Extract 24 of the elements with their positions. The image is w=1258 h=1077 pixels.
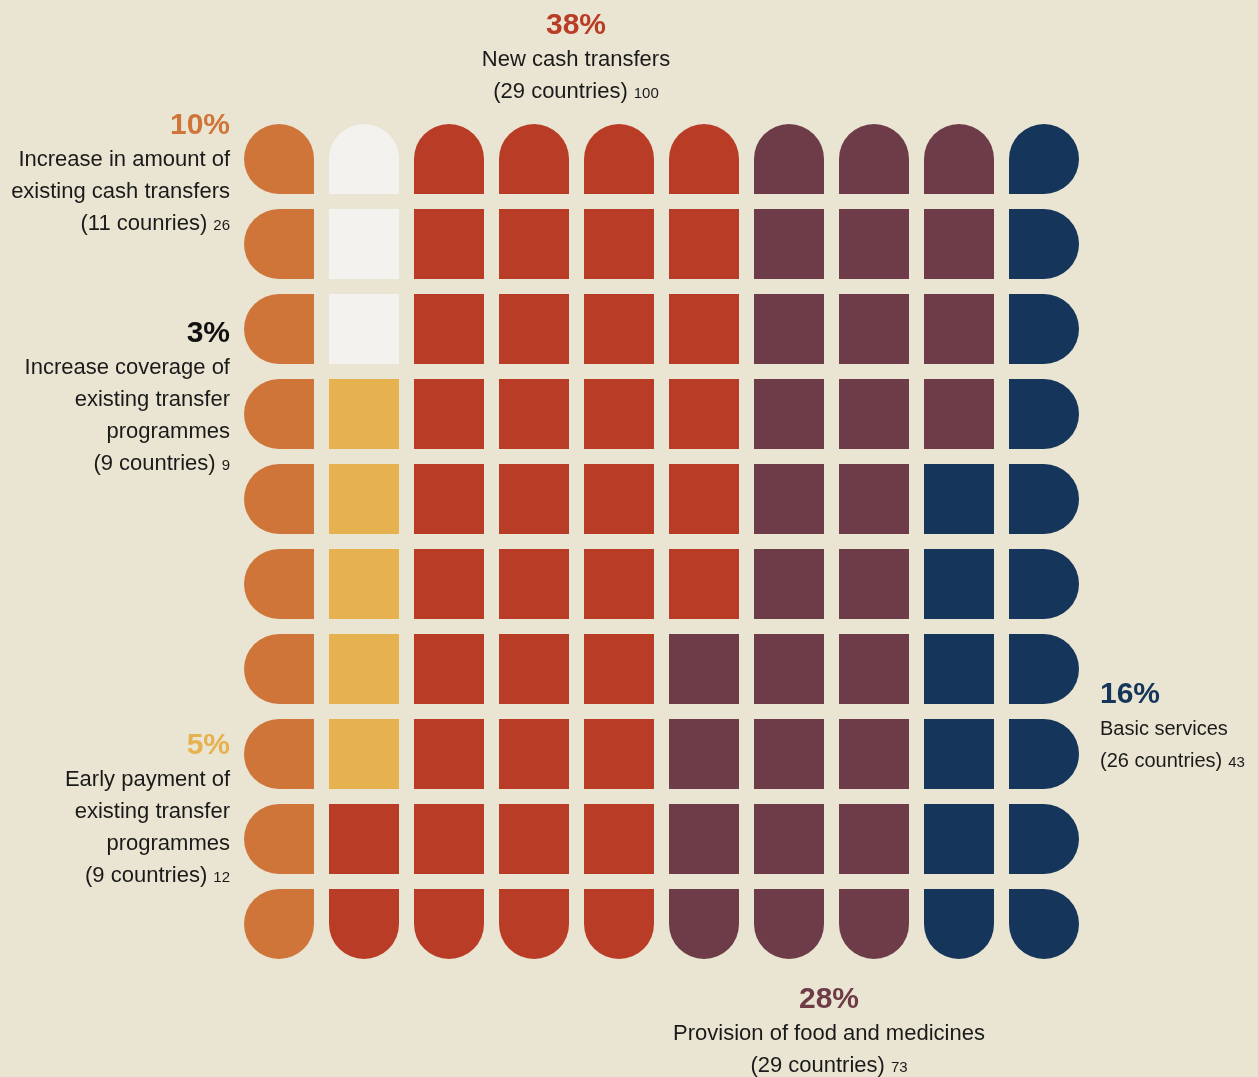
text: (29 countries) bbox=[750, 1052, 885, 1077]
data-label: 38% bbox=[545, 7, 607, 40]
text: (9 countries) bbox=[85, 862, 208, 887]
category-label: Early payment of existing transfer programmes bbox=[64, 766, 231, 855]
text: 100 bbox=[633, 84, 659, 101]
text: 43 bbox=[1228, 753, 1245, 770]
category-label: New cash transfers bbox=[481, 46, 671, 71]
text: 73 bbox=[890, 1058, 908, 1075]
data-label: 28% bbox=[798, 981, 860, 1014]
text: 9 bbox=[221, 456, 230, 473]
text: (9 countries) bbox=[93, 450, 216, 475]
category-label: Increase coverage of existing transfer programmes bbox=[24, 354, 231, 443]
text: (29 countries) bbox=[493, 78, 628, 103]
category-label: Basic services bbox=[1100, 717, 1228, 739]
category-label: Provision of food and medicines bbox=[673, 1020, 985, 1045]
text: (26 countries) bbox=[1100, 749, 1223, 771]
text: 12 bbox=[213, 868, 230, 885]
text: (11 counries) bbox=[80, 210, 208, 235]
text: 26 bbox=[213, 216, 230, 233]
category-label: Increase in amount of existing cash transfers bbox=[11, 146, 231, 203]
data-label: 16% bbox=[1100, 676, 1161, 709]
data-label: 10% bbox=[169, 107, 230, 140]
data-label: 3% bbox=[186, 315, 230, 348]
data-label: 5% bbox=[186, 727, 230, 760]
